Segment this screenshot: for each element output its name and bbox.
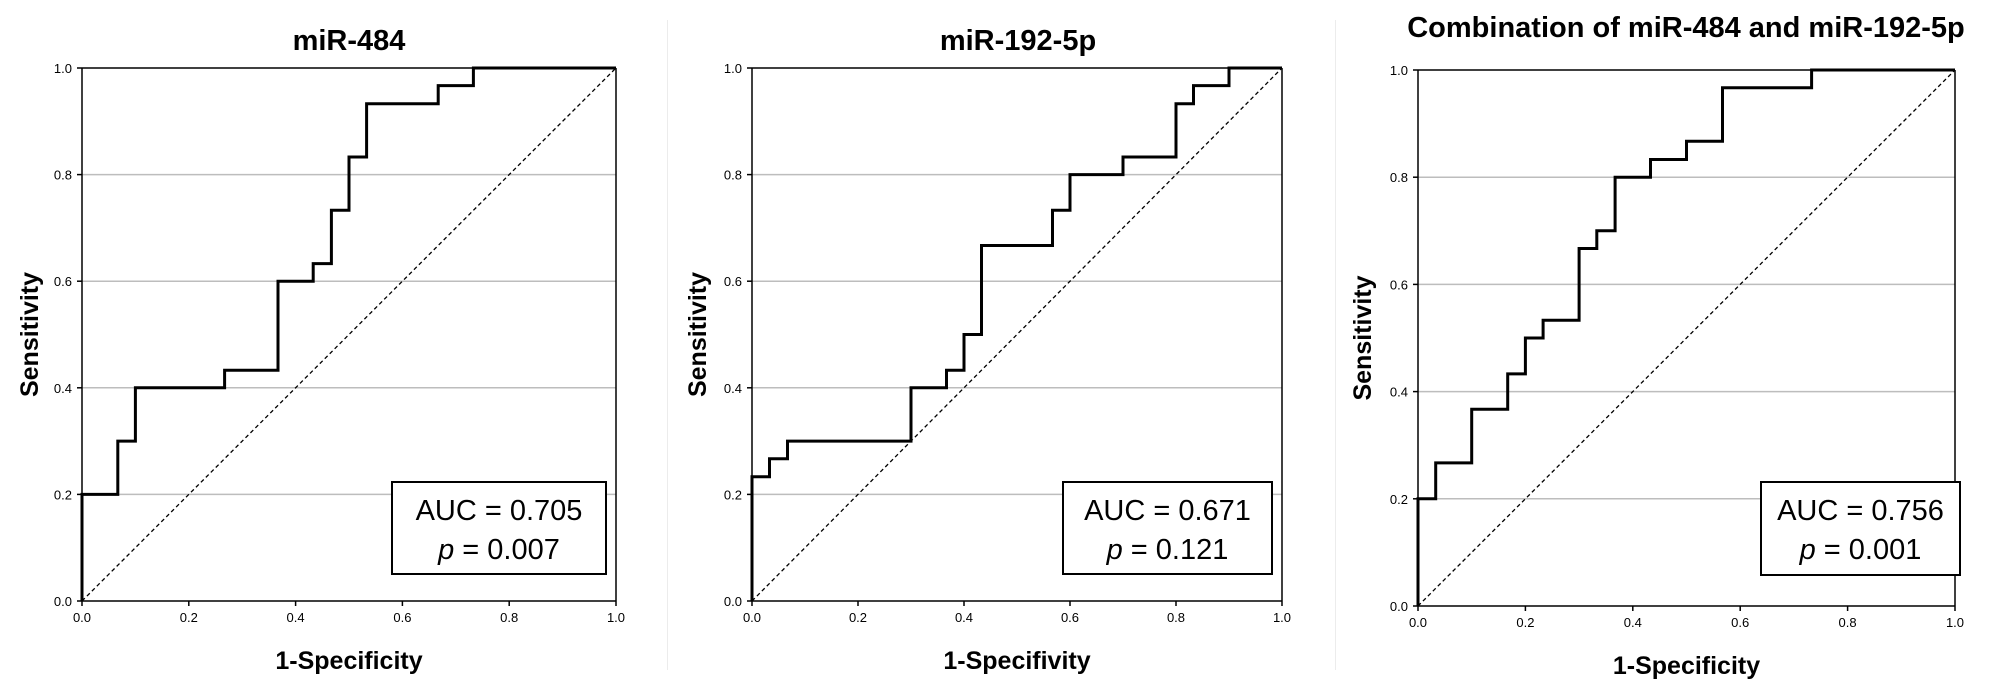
chart-title: Combination of miR-484 and miR-192-5p	[1407, 12, 1965, 44]
auc-value-label: AUC = 0.705	[416, 495, 583, 527]
y-tick-label: 0.8	[54, 168, 72, 183]
p-value-label: p = 0.007	[437, 534, 560, 566]
x-tick-label: 1.0	[1273, 610, 1291, 625]
y-tick-label: 0.2	[724, 487, 742, 502]
p-symbol: p	[1106, 534, 1123, 566]
y-tick-label: 0.6	[724, 274, 742, 289]
x-axis-label: 1-Specificity	[275, 647, 422, 675]
y-tick-label: 0.8	[724, 168, 742, 183]
auc-box	[1062, 481, 1273, 575]
x-tick-label: 0.6	[393, 610, 411, 625]
auc-box	[1760, 481, 1961, 576]
auc-box	[391, 481, 607, 575]
roc-panel-combination: Combination of miR-484 and miR-192-5p 0.0…	[1336, 0, 2007, 689]
auc-annotation: AUC = 0.756 p = 0.001	[1760, 481, 1961, 576]
y-tick-label: 0.2	[54, 487, 72, 502]
p-symbol: p	[437, 534, 454, 566]
reference-diagonal-line	[1417, 69, 1956, 607]
roc-chart-mir-484: miR-484 0.00.0 0.2 0.2 0.4 0.4 0.6 0.6 0.8 0.8 1.0…	[16, 25, 625, 675]
chart-title: miR-484	[293, 25, 406, 57]
roc-curve-line	[750, 66, 1282, 601]
roc-curve-line	[80, 66, 616, 601]
x-tick-label: 0.2	[1516, 615, 1534, 630]
y-tick-label: 1.0	[1390, 63, 1408, 78]
y-tick-label: 0.6	[1390, 277, 1408, 292]
x-tick-label: 0.0	[743, 610, 761, 625]
roc-curve-line	[1416, 68, 1955, 606]
panel-divider	[1335, 20, 1336, 670]
x-tick-label: 0.6	[1731, 615, 1749, 630]
y-tick-label: 0.0	[54, 594, 72, 609]
roc-chart-mir-192-5p: miR-192-5p 0.00.0 0.2 0.2 0.4 0.4 0.6 0.6 0.8 0.8…	[684, 25, 1291, 675]
x-tick-label: 0.2	[180, 610, 198, 625]
x-axis-label: 1-Specifivity	[943, 647, 1090, 675]
x-tick-label: 0.8	[1839, 615, 1857, 630]
y-axis-label: Sensitivity	[16, 272, 44, 397]
x-axis-label: 1-Specificity	[1613, 652, 1760, 680]
y-tick-label: 0.0	[724, 594, 742, 609]
y-tick-label: 0.6	[54, 274, 72, 289]
reference-diagonal-line	[751, 67, 1283, 602]
x-tick-label: 0.8	[500, 610, 518, 625]
y-tick-label: 0.4	[724, 381, 742, 396]
x-tick-label: 0.2	[849, 610, 867, 625]
x-tick-label: 0.4	[955, 610, 973, 625]
roc-chart-combination: Combination of miR-484 and miR-192-5p 0.0…	[1349, 12, 1965, 680]
y-tick-label: 1.0	[724, 61, 742, 76]
auc-value-label: AUC = 0.756	[1777, 495, 1944, 527]
y-tick-label: 0.2	[1390, 492, 1408, 507]
y-axis-label: Sensitivity	[1349, 275, 1377, 400]
y-axis-label: Sensitivity	[684, 272, 712, 397]
y-tick-label: 0.4	[1390, 385, 1408, 400]
x-tick-label: 1.0	[607, 610, 625, 625]
y-tick-label: 0.4	[54, 381, 72, 396]
auc-annotation: AUC = 0.705 p = 0.007	[391, 481, 607, 575]
y-tick-label: 1.0	[54, 61, 72, 76]
p-value: = 0.121	[1123, 534, 1229, 566]
x-tick-label: 0.8	[1167, 610, 1185, 625]
x-tick-label: 0.6	[1061, 610, 1079, 625]
x-tick-label: 0.4	[287, 610, 305, 625]
chart-title: miR-192-5p	[940, 25, 1096, 57]
roc-panel-mir-192-5p: miR-192-5p 0.0 0.0 0.2 0.2 0.4 0.4 0.6 0.6 0.8 0.8…	[668, 0, 1336, 689]
y-tick-label: 0.8	[1390, 170, 1408, 185]
roc-panel-mir-484: miR-484 0.0 0.0 0.2 0.2 0.4 0.4 0.6 0.6 0.8 0.8 1.0…	[0, 0, 665, 689]
p-value-label: p = 0.001	[1799, 534, 1922, 566]
p-value: = 0.007	[454, 534, 560, 566]
auc-value-label: AUC = 0.671	[1084, 495, 1251, 527]
p-value-label: p = 0.121	[1106, 534, 1229, 566]
x-tick-label: 0.0	[73, 610, 91, 625]
x-tick-label: 0.0	[1409, 615, 1427, 630]
auc-annotation: AUC = 0.671 p = 0.121	[1062, 481, 1273, 575]
p-symbol: p	[1799, 534, 1816, 566]
panel-divider	[667, 20, 668, 670]
p-value: = 0.001	[1816, 534, 1922, 566]
y-tick-label: 0.0	[1390, 599, 1408, 614]
x-tick-label: 1.0	[1946, 615, 1964, 630]
x-tick-label: 0.4	[1624, 615, 1642, 630]
